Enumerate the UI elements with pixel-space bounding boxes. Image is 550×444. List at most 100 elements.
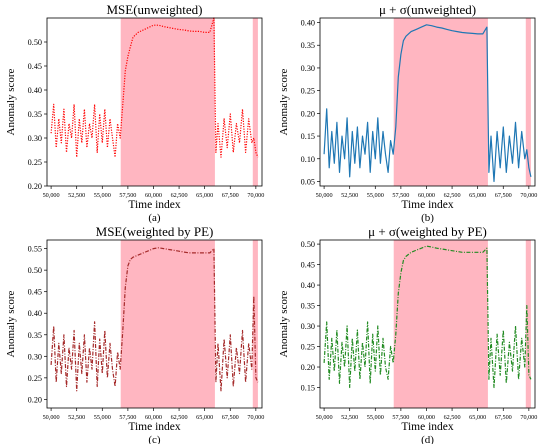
x-tick-label: 65,000 [196, 414, 213, 421]
x-tick-label: 62,500 [444, 192, 461, 199]
y-tick-label: 0.05 [301, 177, 315, 186]
chart-panel-mse-weighted-pe: 50,000 52,500 55,000 57,500 60,000 62,500 65,0… [5, 224, 264, 444]
x-tick-label: 55,000 [94, 192, 111, 199]
chart-title: MSE(unweighted) [106, 2, 202, 17]
plot-frame [319, 239, 536, 409]
y-tick-label: 0.10 [301, 155, 315, 164]
x-tick-label: 67,500 [495, 414, 512, 421]
y-tick-label: 0.30 [301, 322, 315, 331]
x-tick-label: 55,000 [367, 192, 384, 199]
x-tick-label: 52,500 [68, 192, 85, 199]
x-axis-label: Time index [128, 421, 181, 433]
y-tick-label: 0.35 [28, 110, 42, 119]
x-tick-label: 57,500 [392, 414, 409, 421]
y-tick-label: 0.50 [301, 240, 315, 249]
anomaly-region-1 [393, 18, 488, 186]
x-tick-label: 52,500 [341, 192, 358, 199]
y-tick-label: 0.30 [28, 134, 42, 143]
x-tick-label: 67,500 [222, 414, 239, 421]
panel-caption: (b) [421, 212, 434, 224]
y-tick-label: 0.40 [301, 281, 315, 290]
y-tick-label: 0.35 [301, 302, 315, 311]
y-axis-label: Anomaly score [5, 68, 17, 135]
x-tick-label: 50,000 [43, 192, 60, 199]
y-tick-label: 0.25 [28, 158, 42, 167]
chart-panel-mu-sigma-unweighted: 50,000 52,500 55,000 57,500 60,000 62,500 65,0… [278, 2, 537, 224]
y-axis-label: Anomaly score [5, 290, 17, 357]
plot-frame [46, 17, 263, 187]
x-tick-label: 50,000 [316, 192, 333, 199]
x-tick-label: 60,000 [418, 192, 435, 199]
chart-title: μ + σ(weighted by PE) [368, 224, 487, 239]
x-tick-label: 50,000 [43, 414, 60, 421]
y-tick-label: 0.25 [301, 343, 315, 352]
anomaly-region-2 [525, 18, 531, 186]
y-tick-label: 0.35 [301, 41, 315, 50]
x-tick-label: 62,500 [171, 414, 188, 421]
x-axis-label: Time index [128, 199, 181, 211]
y-tick-label: 0.20 [28, 182, 42, 191]
anomaly-region-2 [252, 18, 258, 186]
y-tick-label: 0.15 [301, 132, 315, 141]
y-tick-label: 0.45 [28, 62, 42, 71]
y-axis-label: Anomaly score [278, 290, 290, 357]
y-tick-label: 0.50 [28, 38, 42, 47]
x-tick-label: 70,000 [520, 192, 537, 199]
x-tick-label: 60,000 [418, 414, 435, 421]
y-axis-label: Anomaly score [278, 68, 290, 135]
y-tick-label: 0.15 [301, 384, 315, 393]
x-tick-label: 67,500 [222, 192, 239, 199]
x-tick-label: 52,500 [68, 414, 85, 421]
anomaly-region-1 [120, 18, 215, 186]
y-tick-label: 0.35 [28, 331, 42, 340]
x-tick-label: 55,000 [94, 414, 111, 421]
y-tick-label: 0.20 [301, 363, 315, 372]
y-tick-label: 0.20 [28, 395, 42, 404]
x-axis-label: Time index [401, 199, 454, 211]
anomaly-region-1 [393, 240, 488, 408]
chart-panel-mu-sigma-weighted-pe: 50,000 52,500 55,000 57,500 60,000 62,500 65,0… [278, 224, 537, 444]
x-tick-label: 70,000 [247, 414, 264, 421]
y-tick-label: 0.45 [301, 261, 315, 270]
panel-caption: (c) [148, 434, 161, 444]
y-tick-label: 0.40 [28, 86, 42, 95]
y-tick-label: 0.30 [28, 352, 42, 361]
series-line-1 [323, 245, 532, 389]
x-tick-label: 65,000 [196, 192, 213, 199]
x-tick-label: 67,500 [495, 192, 512, 199]
plot-frame [319, 17, 536, 187]
panel-caption: (d) [421, 434, 434, 444]
x-tick-label: 57,500 [119, 414, 136, 421]
anomaly-region-2 [252, 240, 258, 408]
x-tick-label: 70,000 [520, 414, 537, 421]
y-tick-label: 0.25 [301, 87, 315, 96]
x-tick-label: 57,500 [392, 192, 409, 199]
x-tick-label: 52,500 [341, 414, 358, 421]
x-tick-label: 50,000 [316, 414, 333, 421]
y-tick-label: 0.55 [28, 245, 42, 254]
series-line-1 [323, 24, 532, 183]
x-tick-label: 60,000 [145, 414, 162, 421]
y-tick-label: 0.20 [301, 109, 315, 118]
chart-title: μ + σ(unweighted) [379, 2, 476, 17]
chart-panel-mse-unweighted: 50,000 52,500 55,000 57,500 60,000 62,500 65,0… [5, 2, 264, 224]
chart-title: MSE(weighted by PE) [96, 224, 214, 239]
y-tick-label: 0.25 [28, 374, 42, 383]
x-tick-label: 62,500 [444, 414, 461, 421]
x-tick-label: 55,000 [367, 414, 384, 421]
y-tick-label: 0.40 [301, 19, 315, 28]
panel-caption: (a) [148, 212, 161, 224]
x-tick-label: 65,000 [469, 192, 486, 199]
anomaly-region-1 [120, 240, 215, 408]
y-tick-label: 0.30 [301, 64, 315, 73]
x-axis-label: Time index [401, 421, 454, 433]
x-tick-label: 60,000 [145, 192, 162, 199]
y-tick-label: 0.45 [28, 288, 42, 297]
series-line-1 [50, 247, 259, 392]
x-tick-label: 62,500 [171, 192, 188, 199]
y-tick-label: 0.40 [28, 309, 42, 318]
anomaly-region-2 [525, 240, 531, 408]
x-tick-label: 65,000 [469, 414, 486, 421]
plot-frame [46, 239, 263, 409]
